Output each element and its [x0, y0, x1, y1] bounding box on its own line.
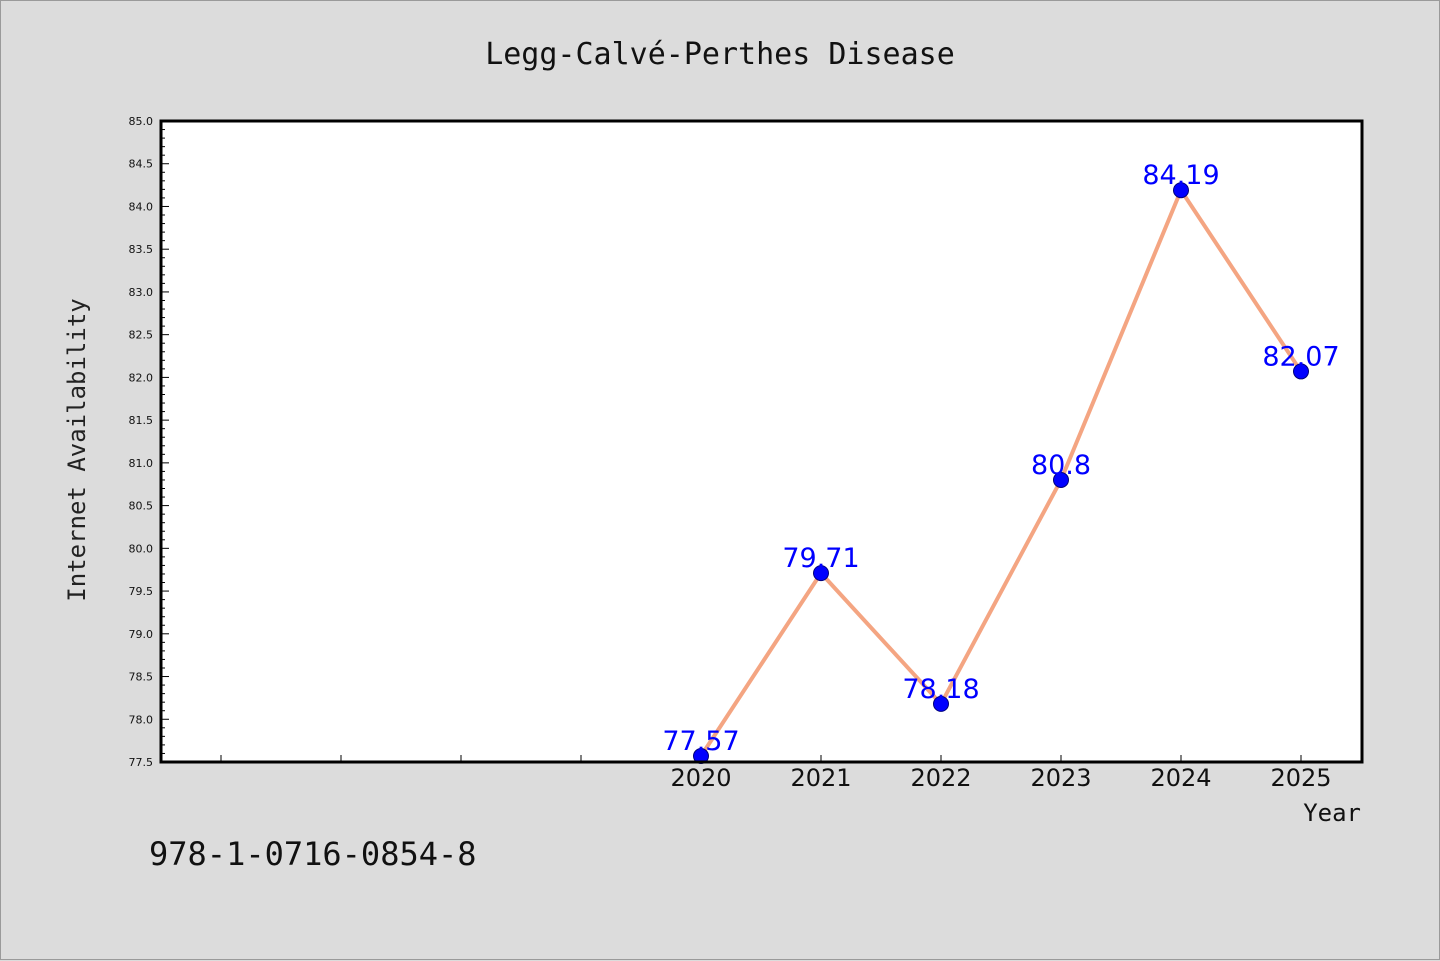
x-axis-label: Year [1303, 799, 1361, 827]
x-axis: 2020 2021 2022 2023 2024 2025 [220, 755, 1332, 792]
x-tick-label: 2024 [1150, 764, 1211, 792]
data-label: 82.07 [1262, 341, 1339, 372]
series-layer [693, 182, 1309, 765]
y-tick-label: 80.0 [129, 542, 154, 555]
data-labels: 77.57 79.71 78.18 80.8 84.19 82.07 [662, 160, 1339, 757]
plot-frame [159, 119, 1364, 764]
y-axis-label: Internet Availability [63, 298, 91, 601]
x-tick-label: 2023 [1030, 764, 1091, 792]
data-point [1293, 363, 1309, 380]
y-axis: 77.5 78.0 78.5 79.0 79.5 80.0 80.5 81.0 81.5 82.0… [129, 115, 169, 769]
plot-area [161, 121, 1362, 762]
data-point [1053, 471, 1069, 488]
y-tick-label: 81.5 [129, 414, 154, 427]
data-label: 80.8 [1031, 450, 1091, 481]
data-label: 79.71 [782, 543, 859, 574]
y-tick-label: 83.5 [129, 243, 154, 256]
data-label: 78.18 [902, 674, 979, 705]
y-tick-label: 78.0 [129, 713, 154, 726]
x-tick-label: 2025 [1270, 764, 1331, 792]
y-tick-label: 77.5 [129, 756, 154, 769]
y-tick-label: 84.0 [129, 200, 154, 213]
y-tick-label: 78.5 [129, 671, 154, 684]
chart-title: Legg-Calvé-Perthes Disease [485, 37, 955, 72]
data-label: 84.19 [1142, 160, 1219, 191]
x-tick-label: 2022 [910, 764, 971, 792]
footer-isbn: 978-1-0716-0854-8 [149, 835, 477, 873]
data-point [813, 565, 829, 582]
y-tick-label: 85.0 [129, 115, 154, 128]
data-label: 77.57 [662, 726, 739, 757]
x-tick-label: 2021 [790, 764, 851, 792]
y-tick-label: 80.5 [129, 500, 154, 513]
data-point [693, 748, 709, 765]
y-tick-label: 83.0 [129, 286, 154, 299]
y-tick-label: 84.5 [129, 158, 154, 171]
y-tick-label: 82.5 [129, 329, 154, 342]
series-line [699, 188, 1303, 758]
x-tick-label: 2020 [670, 764, 731, 792]
y-tick-label: 79.0 [129, 628, 154, 641]
y-tick-label: 79.5 [129, 585, 154, 598]
y-tick-label: 81.0 [129, 457, 154, 470]
data-point [933, 695, 949, 712]
data-point [1173, 182, 1189, 199]
y-tick-label: 82.0 [129, 371, 154, 384]
